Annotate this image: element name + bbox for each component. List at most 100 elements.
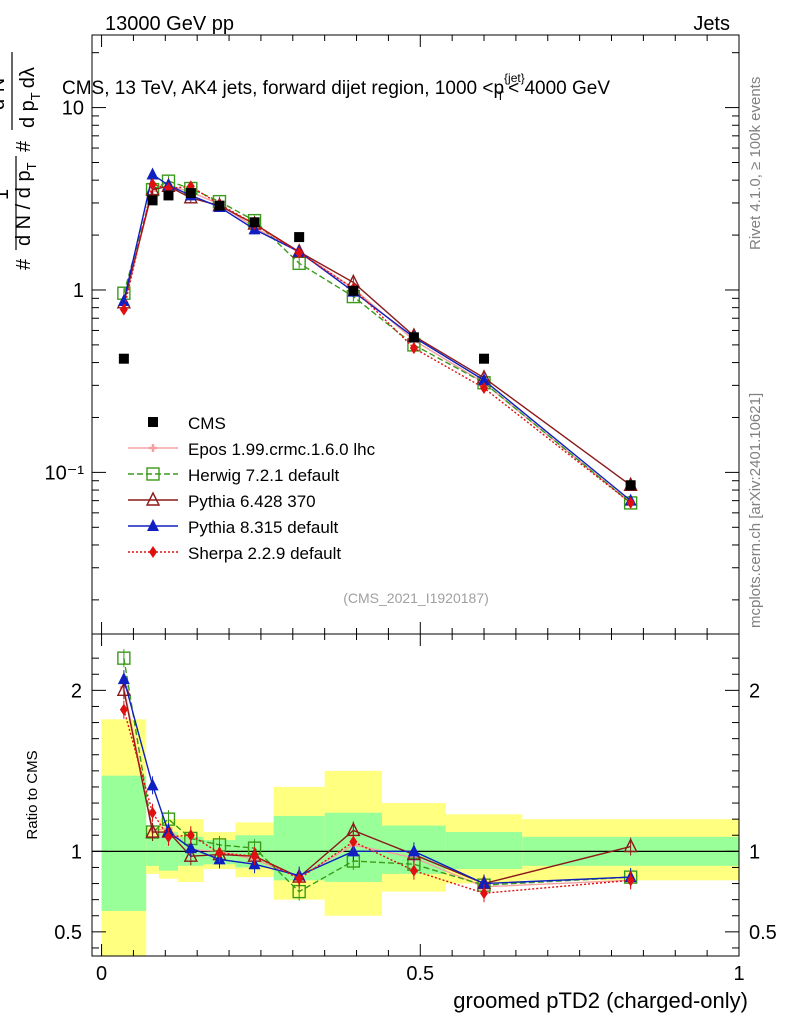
- series-point-main: [117, 294, 130, 307]
- series-point-ratio: [184, 841, 197, 854]
- data-point: [408, 332, 419, 343]
- series-point-ratio: [215, 846, 224, 859]
- series-point-main: [295, 246, 304, 259]
- series-point-ratio: [146, 778, 159, 791]
- series-point-ratio: [117, 651, 131, 665]
- svg-text:1: 1: [0, 189, 13, 200]
- ratio-ylabel: Ratio to CMS: [24, 750, 41, 839]
- data-point: [163, 190, 174, 201]
- ratio-plot-frame: [91, 633, 740, 957]
- chart-title: CMS, 13 TeV, AK4 jets, forward dijet reg…: [62, 71, 610, 103]
- ylabel-N: N: [0, 78, 9, 92]
- series-point-ratio: [626, 874, 635, 887]
- data-point: [294, 232, 305, 243]
- legend: CMS Epos 1.99.crmc.1.6.0 lhc Herwig 7.2.1 …: [128, 414, 376, 563]
- x-tick-label: 1: [733, 963, 744, 985]
- ylabel-hash2: #: [13, 140, 35, 152]
- legend-label: Sherpa 2.2.9 default: [188, 544, 341, 563]
- ylabel-dpT: d p: [17, 100, 39, 128]
- y-tick-label-ratio: 2: [71, 680, 82, 702]
- y-tick-label-ratio: 0.5: [54, 922, 82, 944]
- series-point-ratio: [409, 864, 418, 877]
- band-inner: [101, 775, 147, 911]
- series-point-main: [409, 342, 418, 355]
- chart-title-sup: {jet}: [504, 71, 525, 85]
- legend-label-data: CMS: [188, 414, 226, 433]
- series-point-ratio: [349, 835, 358, 848]
- series-point-main: [148, 178, 157, 191]
- data-series: [118, 188, 636, 491]
- data-point: [625, 480, 636, 491]
- series-point-ratio: [183, 847, 198, 862]
- y-tick-label-ratio-right: 1: [749, 841, 760, 863]
- ylabel-T: T: [24, 162, 39, 170]
- data-point: [249, 217, 260, 228]
- header-process: 13000 GeV pp: [105, 13, 234, 35]
- ylabel-dlambda: dλ: [17, 67, 39, 88]
- data-point: [479, 353, 490, 364]
- series-point-ratio: [407, 844, 420, 857]
- legend-marker-data: [148, 417, 158, 427]
- ylabel-hash1: #: [13, 258, 35, 270]
- x-tick-label: 0.5: [406, 963, 434, 985]
- ylabel-one: 1: [0, 189, 13, 200]
- legend-marker: [145, 491, 161, 506]
- analysis-id-label: (CMS_2021_I1920187): [343, 590, 489, 606]
- x-tick-label: 0: [96, 963, 107, 985]
- svg-text:d2N: d2N: [0, 78, 9, 110]
- series-point-main: [119, 303, 128, 316]
- series-point-ratio: [164, 830, 173, 843]
- band-inner: [445, 832, 523, 870]
- data-point: [348, 285, 359, 296]
- y-tick-label-main: 10: [62, 98, 84, 120]
- y-tick-label-main: 10⁻¹: [45, 462, 85, 484]
- y-tick-label-ratio: 1: [71, 841, 82, 863]
- data-point: [118, 353, 129, 364]
- series-point-ratio: [478, 876, 491, 889]
- svg-text:d N / d pT: d N / d pT: [13, 162, 39, 246]
- series-point-ratio: [119, 703, 128, 716]
- main-ylabel: # d N / d pT 1 # d pTdλ d2N: [0, 52, 43, 270]
- x-axis-label: groomed pTD2 (charged-only): [453, 988, 748, 1013]
- svg-text:#: #: [13, 140, 35, 152]
- series-point-ratio: [145, 823, 160, 838]
- series-point-ratio: [295, 872, 304, 885]
- series-point-main: [626, 496, 635, 509]
- header-category: Jets: [693, 13, 730, 35]
- series-layer: [116, 167, 638, 903]
- series-point-ratio: [480, 887, 489, 900]
- series-point-ratio: [117, 672, 130, 685]
- legend-marker: [146, 467, 160, 481]
- series-point-ratio: [186, 829, 195, 842]
- data-point: [147, 195, 158, 206]
- ylabel-d: d: [0, 99, 9, 110]
- legend-marker: [149, 546, 157, 558]
- legend-label: Pythia 6.428 370: [188, 492, 316, 511]
- legend-label: Pythia 8.315 default: [188, 518, 339, 537]
- rivet-version-label: Rivet 4.1.0, ≥ 100k events: [747, 77, 764, 250]
- data-point: [185, 188, 196, 199]
- chart-title-tail: < 4000 GeV: [508, 78, 610, 99]
- series-point-ratio: [250, 850, 259, 863]
- legend-marker: [149, 444, 157, 452]
- svg-text:d pTdλ: d pTdλ: [17, 67, 43, 128]
- ylabel-T2: T: [28, 92, 43, 100]
- ylabel-dN: d N / d p: [13, 170, 35, 246]
- legend-label: Epos 1.99.crmc.1.6.0 lhc: [188, 440, 376, 459]
- series-point-ratio: [623, 837, 638, 853]
- chart-title-sub: T: [497, 89, 505, 103]
- legend-marker: [147, 519, 159, 531]
- y-tick-label-ratio-right: 0.5: [749, 922, 777, 944]
- y-tick-label-ratio-right: 2: [749, 680, 760, 702]
- series-point-main: [480, 382, 489, 395]
- series-point-main: [478, 373, 491, 386]
- mcplots-label: mcplots.cern.ch [arXiv:2401.10621]: [747, 393, 764, 628]
- series-point-ratio: [148, 806, 157, 819]
- series-point-main: [146, 167, 159, 180]
- chart-title-main: CMS, 13 TeV, AK4 jets, forward dijet reg…: [62, 78, 504, 99]
- data-point: [214, 200, 225, 211]
- svg-text:#: #: [13, 258, 35, 270]
- legend-label: Herwig 7.2.1 default: [188, 466, 339, 485]
- y-tick-label-main: 1: [73, 280, 84, 302]
